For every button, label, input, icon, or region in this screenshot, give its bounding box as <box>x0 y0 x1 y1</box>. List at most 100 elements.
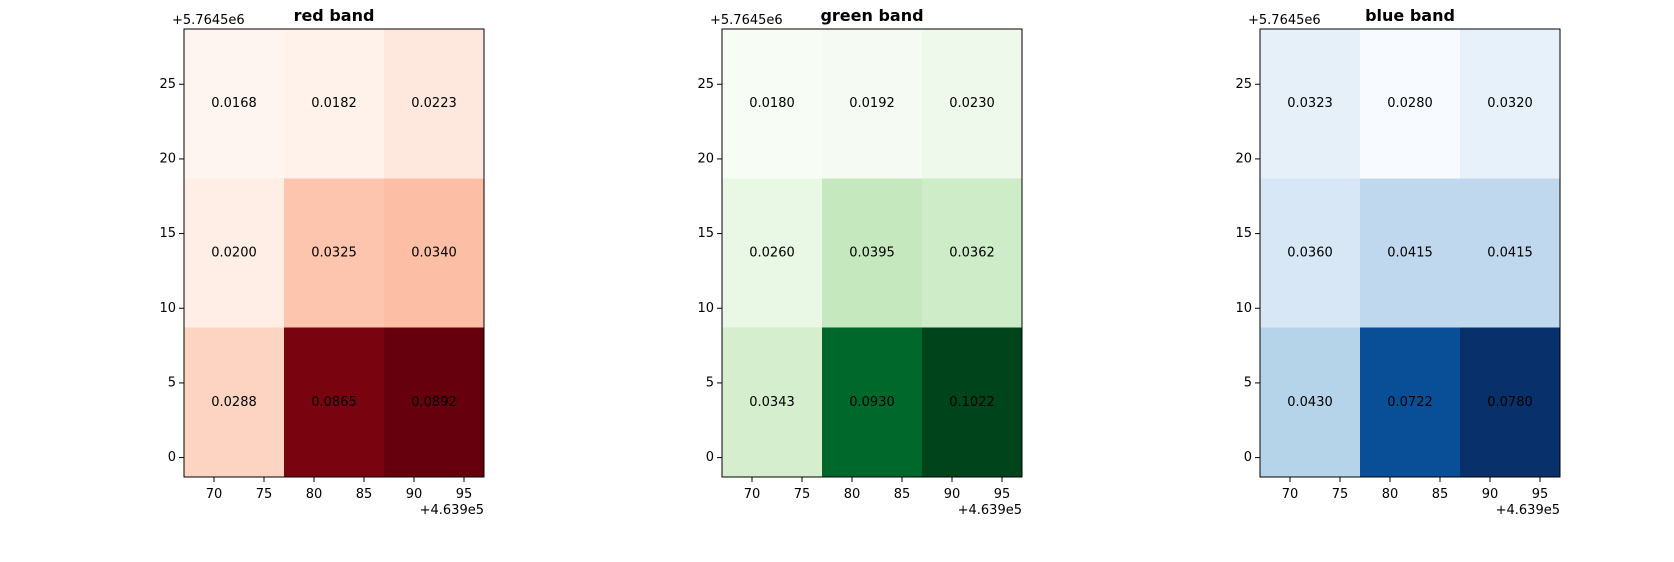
heatmap-cell <box>822 327 922 477</box>
cell-value-label: 0.0343 <box>749 395 795 410</box>
heatmap-cell <box>284 327 384 477</box>
axes-frame <box>183 28 485 478</box>
x-tick-label: 75 <box>1332 487 1349 502</box>
heatmap-cell <box>1260 327 1360 477</box>
x-tick-label: 90 <box>1482 487 1499 502</box>
y-tick-label: 15 <box>1235 226 1252 241</box>
cell-value-label: 0.0430 <box>1287 395 1333 410</box>
x-tick-label: 90 <box>406 487 423 502</box>
x-tick-label: 80 <box>1382 487 1399 502</box>
heatmap-cell <box>1360 29 1460 179</box>
panel-title: blue band <box>1365 6 1455 25</box>
panel-title: red band <box>294 6 375 25</box>
y-tick-label: 0 <box>706 450 714 465</box>
x-tick-label: 85 <box>1432 487 1449 502</box>
x-tick-label: 75 <box>256 487 273 502</box>
x-offset-label: +4.639e5 <box>1496 503 1560 518</box>
cell-value-label: 0.0320 <box>1487 96 1533 111</box>
cell-value-label: 0.0892 <box>411 395 457 410</box>
y-tick-label: 5 <box>706 375 714 390</box>
cell-value-label: 0.0168 <box>211 96 257 111</box>
cell-value-label: 0.0865 <box>311 395 357 410</box>
heatmap-cell <box>722 178 822 328</box>
y-tick-label: 10 <box>1235 301 1252 316</box>
heatmap-cell <box>284 29 384 179</box>
y-tick-label: 10 <box>159 301 176 316</box>
heatmap-cell <box>822 178 922 328</box>
cell-value-label: 0.0780 <box>1487 395 1533 410</box>
y-offset-label: +5.7645e6 <box>172 13 245 28</box>
heatmap-cell <box>184 178 284 328</box>
heatmap-cell <box>384 327 484 477</box>
cell-value-label: 0.0223 <box>411 96 457 111</box>
x-offset-label: +4.639e5 <box>958 503 1022 518</box>
y-tick-label: 20 <box>697 151 714 166</box>
x-tick-label: 80 <box>306 487 323 502</box>
y-tick-label: 25 <box>1235 77 1252 92</box>
y-tick-label: 0 <box>168 450 176 465</box>
y-tick-label: 5 <box>1244 375 1252 390</box>
x-tick-label: 70 <box>206 487 223 502</box>
panel-reds: 0.0168 0.0182 0.0223 0.0200 0.0325 0.0340 0.02… <box>159 6 485 518</box>
heatmap-cell <box>384 178 484 328</box>
heatmap-cell <box>722 29 822 179</box>
x-tick-label: 95 <box>456 487 473 502</box>
heatmap-cell <box>922 29 1022 179</box>
x-tick-label: 90 <box>944 487 961 502</box>
cell-value-label: 0.0722 <box>1387 395 1433 410</box>
heatmap-cell <box>922 178 1022 328</box>
heatmap-cell <box>1260 29 1360 179</box>
axes-frame <box>721 28 1023 478</box>
cell-value-label: 0.0288 <box>211 395 257 410</box>
panel-greens: 0.0180 0.0192 0.0230 0.0260 0.0395 0.0362 0.03… <box>697 6 1023 518</box>
y-tick-label: 5 <box>168 375 176 390</box>
x-tick-label: 85 <box>894 487 911 502</box>
cell-value-label: 0.0340 <box>411 246 457 261</box>
heatmap-cell <box>922 327 1022 477</box>
y-tick-label: 20 <box>1235 151 1252 166</box>
cell-value-label: 0.0180 <box>749 96 795 111</box>
x-tick-label: 70 <box>1282 487 1299 502</box>
cell-value-label: 0.0362 <box>949 246 995 261</box>
panel-blues: 0.0323 0.0280 0.0320 0.0360 0.0415 0.0415 0.04… <box>1235 6 1561 518</box>
y-tick-label: 10 <box>697 301 714 316</box>
y-tick-label: 20 <box>159 151 176 166</box>
heatmap-cell <box>1360 327 1460 477</box>
cell-value-label: 0.0325 <box>311 246 357 261</box>
heatmap-cell <box>184 29 284 179</box>
x-tick-label: 75 <box>794 487 811 502</box>
y-offset-label: +5.7645e6 <box>1248 13 1321 28</box>
cell-value-label: 0.0930 <box>849 395 895 410</box>
heatmap-cell <box>184 327 284 477</box>
cell-value-label: 0.0415 <box>1387 246 1433 261</box>
cell-value-label: 0.0323 <box>1287 96 1333 111</box>
cell-value-label: 0.1022 <box>949 395 995 410</box>
cell-value-label: 0.0200 <box>211 246 257 261</box>
x-tick-label: 85 <box>356 487 373 502</box>
heatmap-cell <box>1260 178 1360 328</box>
cell-value-label: 0.0192 <box>849 96 895 111</box>
heatmap-cell <box>822 29 922 179</box>
cell-value-label: 0.0360 <box>1287 246 1333 261</box>
y-tick-label: 25 <box>159 77 176 92</box>
y-tick-label: 15 <box>159 226 176 241</box>
x-tick-label: 95 <box>1532 487 1549 502</box>
axes-frame <box>1259 28 1561 478</box>
cell-value-label: 0.0415 <box>1487 246 1533 261</box>
x-tick-label: 95 <box>994 487 1011 502</box>
heatmap-cell <box>1360 178 1460 328</box>
y-tick-label: 0 <box>1244 450 1252 465</box>
cell-value-label: 0.0395 <box>849 246 895 261</box>
heatmap-cell <box>1460 29 1560 179</box>
x-offset-label: +4.639e5 <box>420 503 484 518</box>
cell-value-label: 0.0260 <box>749 246 795 261</box>
x-tick-label: 70 <box>744 487 761 502</box>
heatmap-cell <box>1460 327 1560 477</box>
y-tick-label: 15 <box>697 226 714 241</box>
x-tick-label: 80 <box>844 487 861 502</box>
y-offset-label: +5.7645e6 <box>710 13 783 28</box>
heatmap-cell <box>284 178 384 328</box>
cell-value-label: 0.0280 <box>1387 96 1433 111</box>
heatmap-cell <box>384 29 484 179</box>
